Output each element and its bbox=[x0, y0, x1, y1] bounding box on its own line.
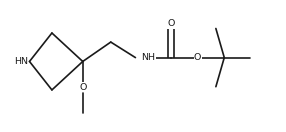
Text: O: O bbox=[167, 20, 175, 29]
Text: NH: NH bbox=[142, 53, 156, 62]
Text: O: O bbox=[194, 53, 201, 62]
Text: HN: HN bbox=[14, 57, 28, 66]
Text: O: O bbox=[79, 83, 86, 92]
